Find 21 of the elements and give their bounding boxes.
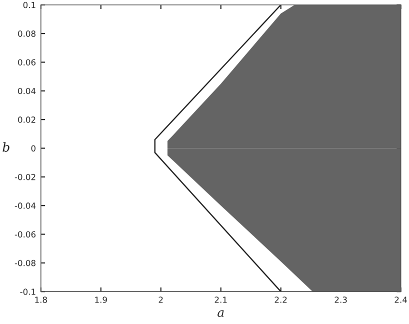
y-tick-label: -0.02: [14, 174, 36, 180]
x-tick-label: 1.9: [95, 296, 107, 303]
x-tick-label: 2: [158, 296, 163, 303]
y-tick-label: 0.1: [23, 2, 36, 8]
x-tick-label: 2.2: [274, 296, 287, 303]
x-axis-title: a: [218, 310, 224, 317]
x-tick-label: 2.3: [334, 296, 347, 303]
y-tick-label: -0.08: [14, 260, 36, 266]
x-tick-label: 2.1: [214, 296, 227, 303]
y-tick-label: 0.04: [18, 88, 36, 94]
line-series: [154, 4, 282, 292]
y-axis-title: b: [2, 142, 10, 152]
y-tick-label: 0.08: [18, 30, 36, 37]
y-tick-label: 0: [31, 145, 36, 152]
y-tick-label: -0.06: [14, 231, 36, 238]
y-tick-label: 0.06: [18, 59, 36, 66]
x-tick-label: 2.4: [394, 296, 407, 303]
x-tick-label: 1.8: [35, 296, 47, 303]
y-tick-label: 0.02: [18, 116, 36, 123]
y-tick-label: -0.04: [14, 202, 36, 209]
y-tick-label: -0.1: [20, 288, 36, 295]
